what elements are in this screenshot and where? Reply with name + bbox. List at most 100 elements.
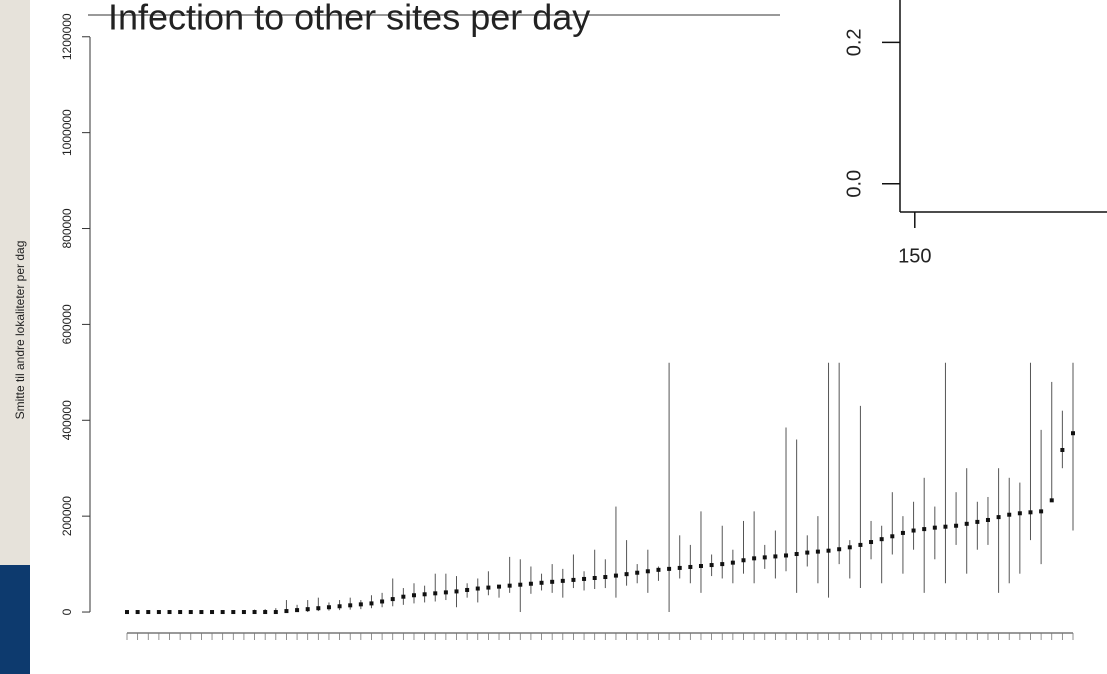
point [582,576,587,581]
inset-y-tick-label: 0.2 [843,28,865,56]
point [337,604,342,609]
y-tick-label: 1200000 [60,13,74,60]
point [1071,431,1075,436]
point [773,554,778,559]
point [475,586,480,591]
point [528,581,533,586]
point [486,585,491,590]
point [326,605,331,610]
point [720,562,725,567]
point [603,575,608,580]
point [784,553,789,558]
y-tick-label: 200000 [60,496,74,536]
point [316,606,321,611]
point [985,517,990,522]
point [752,556,757,561]
point [380,599,385,604]
point [741,558,746,563]
y-tick-label: 800000 [60,208,74,248]
point [1039,509,1044,514]
point [305,607,310,612]
point [688,564,693,569]
point [433,591,438,596]
point [401,594,406,599]
y-tick-label: 600000 [60,304,74,344]
point [964,521,969,526]
inset-y-tick-label: 0.0 [843,170,865,198]
point [348,603,353,608]
point [454,589,459,594]
inset-x-tick-label: 150 [898,245,931,267]
point [539,580,544,585]
point [550,579,555,584]
point [922,527,927,532]
point [911,528,916,533]
point [199,610,204,615]
point [465,587,470,592]
point [613,573,618,578]
point [263,610,268,615]
point [826,548,831,553]
point [1028,510,1033,515]
point [847,545,852,550]
point [698,564,703,569]
point [1049,498,1054,503]
point [1017,511,1022,516]
point [125,610,129,615]
plot-background [30,0,1107,674]
point [188,610,193,615]
point [975,519,980,524]
point [805,550,810,555]
point [146,610,151,615]
point [709,563,714,568]
point [497,584,502,589]
point [879,537,884,542]
point [369,601,374,606]
point [677,565,682,570]
background-strip [0,0,30,674]
point [869,540,874,545]
point [390,597,395,602]
point [443,590,448,595]
chart-title: Infection to other sites per day [108,0,590,38]
point [1060,447,1065,452]
point [252,610,257,615]
point [996,515,1001,520]
point [635,570,640,575]
point [210,610,215,615]
point [645,569,650,574]
point [656,567,661,572]
point [156,610,161,615]
point [518,582,523,587]
y-tick-label: 400000 [60,400,74,440]
point [730,560,735,565]
point [815,549,820,554]
point [858,542,863,547]
point [954,523,959,528]
point [932,525,937,530]
point [1007,512,1012,517]
y-tick-label: 0 [60,608,74,615]
point [273,610,278,615]
point [411,593,416,598]
point [284,609,289,614]
point [762,555,767,560]
point [837,547,842,552]
point [571,577,576,582]
point [241,610,246,615]
point [167,610,172,615]
point [220,610,225,615]
point [794,552,799,557]
point [890,534,895,539]
point [507,583,512,588]
point [943,524,948,529]
point [231,610,236,615]
point [295,608,300,613]
point [178,610,183,615]
point [592,575,597,580]
background-block [0,565,30,674]
point [900,530,905,535]
point [624,572,629,577]
